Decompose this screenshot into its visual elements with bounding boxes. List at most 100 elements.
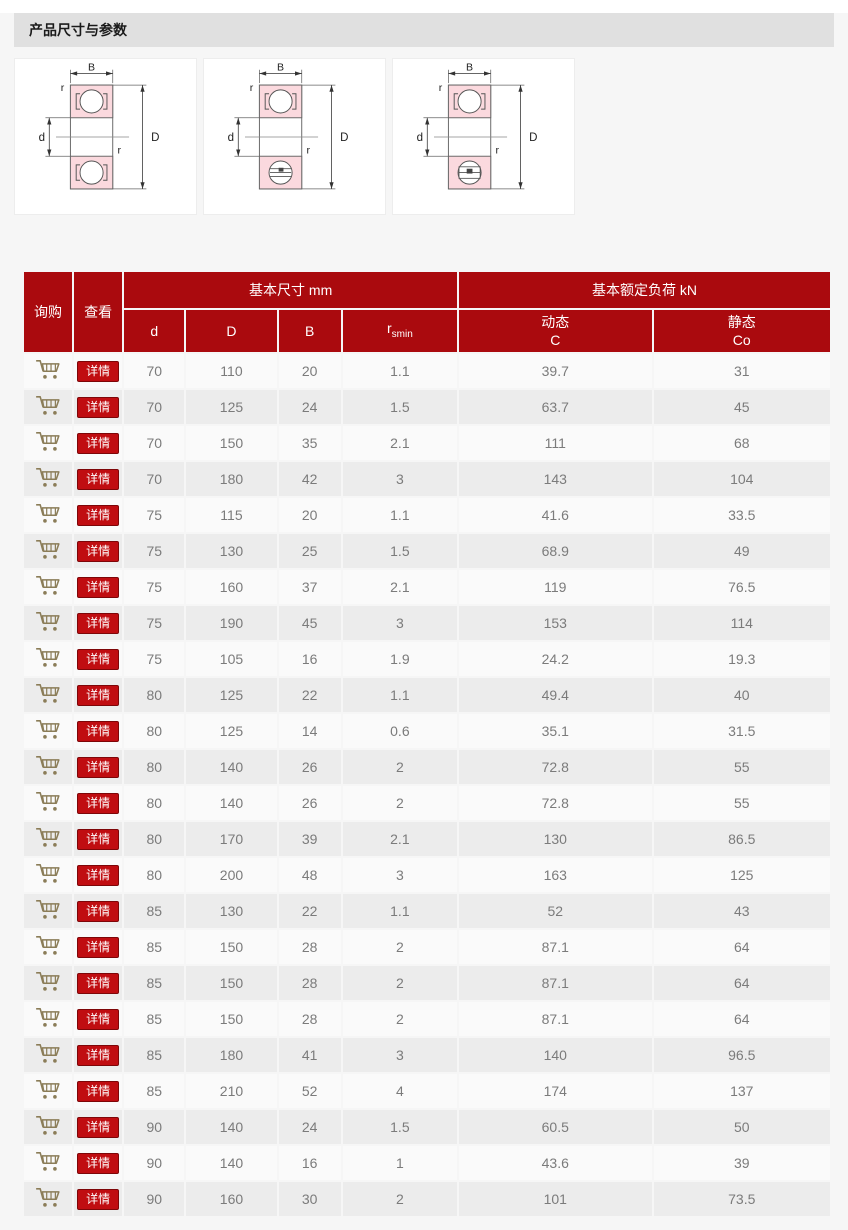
detail-button[interactable]: 详情 [77, 540, 120, 562]
detail-button[interactable]: 详情 [77, 684, 120, 706]
svg-text:d: d [227, 131, 233, 143]
cell-d: 70 [124, 390, 185, 424]
cell-view: 详情 [74, 498, 123, 532]
table-row: 详情 80 140 26 2 72.8 55 [24, 750, 830, 784]
cell-inquiry [24, 534, 73, 568]
cell-static-co: 104 [653, 462, 830, 496]
cell-view: 详情 [74, 930, 123, 964]
detail-button[interactable]: 详情 [77, 504, 120, 526]
detail-button[interactable]: 详情 [77, 1044, 120, 1066]
detail-button[interactable]: 详情 [77, 972, 120, 994]
cart-icon[interactable] [35, 790, 61, 813]
cart-icon[interactable] [35, 430, 61, 453]
detail-button[interactable]: 详情 [77, 1152, 120, 1174]
cell-dynamic-c: 163 [459, 858, 652, 892]
detail-button[interactable]: 详情 [77, 360, 120, 382]
cell-rsmin: 3 [342, 858, 458, 892]
cart-icon[interactable] [35, 574, 61, 597]
cell-view: 详情 [74, 1182, 123, 1216]
cell-static-co: 39 [653, 1146, 830, 1180]
cart-icon[interactable] [35, 1006, 61, 1029]
cart-icon[interactable] [35, 934, 61, 957]
cart-icon[interactable] [35, 610, 61, 633]
cart-icon[interactable] [35, 1042, 61, 1065]
cell-D: 140 [186, 1146, 277, 1180]
cell-d: 70 [124, 426, 185, 460]
cart-icon[interactable] [35, 970, 61, 993]
cart-icon[interactable] [35, 1114, 61, 1137]
cell-inquiry [24, 1038, 73, 1072]
cart-icon[interactable] [35, 358, 61, 381]
cell-B: 16 [278, 642, 341, 676]
detail-button[interactable]: 详情 [77, 396, 120, 418]
cart-icon[interactable] [35, 466, 61, 489]
cell-dynamic-c: 41.6 [459, 498, 652, 532]
table-row: 详情 85 210 52 4 174 137 [24, 1074, 830, 1108]
cell-rsmin: 0.6 [342, 714, 458, 748]
cell-inquiry [24, 786, 73, 820]
col-header-B: B [278, 310, 341, 352]
cell-static-co: 31.5 [653, 714, 830, 748]
cart-icon[interactable] [35, 898, 61, 921]
cell-B: 28 [278, 1002, 341, 1036]
cell-rsmin: 3 [342, 1038, 458, 1072]
detail-button[interactable]: 详情 [77, 792, 120, 814]
cell-rsmin: 2.1 [342, 426, 458, 460]
cart-icon[interactable] [35, 394, 61, 417]
cell-inquiry [24, 678, 73, 712]
cart-icon[interactable] [35, 718, 61, 741]
detail-button[interactable]: 详情 [77, 1116, 120, 1138]
detail-button[interactable]: 详情 [77, 720, 120, 742]
detail-button[interactable]: 详情 [77, 1008, 120, 1030]
detail-button[interactable]: 详情 [77, 612, 120, 634]
detail-button[interactable]: 详情 [77, 576, 120, 598]
detail-button[interactable]: 详情 [77, 648, 120, 670]
detail-button[interactable]: 详情 [77, 1080, 120, 1102]
group-header-load: 基本额定负荷 kN [459, 272, 830, 308]
cell-view: 详情 [74, 570, 123, 604]
cell-dynamic-c: 72.8 [459, 750, 652, 784]
cell-static-co: 86.5 [653, 822, 830, 856]
cell-B: 35 [278, 426, 341, 460]
detail-button[interactable]: 详情 [77, 756, 120, 778]
cell-inquiry [24, 858, 73, 892]
cell-B: 26 [278, 786, 341, 820]
cart-icon[interactable] [35, 1150, 61, 1173]
detail-button[interactable]: 详情 [77, 864, 120, 886]
cell-D: 180 [186, 1038, 277, 1072]
cell-d: 90 [124, 1110, 185, 1144]
cell-static-co: 49 [653, 534, 830, 568]
cart-icon[interactable] [35, 754, 61, 777]
cell-view: 详情 [74, 750, 123, 784]
cell-D: 150 [186, 930, 277, 964]
cell-rsmin: 3 [342, 462, 458, 496]
detail-button[interactable]: 详情 [77, 936, 120, 958]
cell-d: 80 [124, 750, 185, 784]
cart-icon[interactable] [35, 1078, 61, 1101]
detail-button[interactable]: 详情 [77, 1188, 120, 1210]
detail-button[interactable]: 详情 [77, 432, 120, 454]
cell-inquiry [24, 1146, 73, 1180]
cart-icon[interactable] [35, 538, 61, 561]
cell-view: 详情 [74, 642, 123, 676]
cell-d: 90 [124, 1182, 185, 1216]
detail-button[interactable]: 详情 [77, 828, 120, 850]
detail-button[interactable]: 详情 [77, 468, 120, 490]
bearing-diagram-open: B D d r r [14, 58, 197, 215]
cart-icon[interactable] [35, 502, 61, 525]
cell-rsmin: 3 [342, 606, 458, 640]
cell-B: 22 [278, 678, 341, 712]
svg-text:B: B [88, 62, 95, 74]
cell-D: 140 [186, 1110, 277, 1144]
cart-icon[interactable] [35, 1186, 61, 1209]
cart-icon[interactable] [35, 826, 61, 849]
detail-button[interactable]: 详情 [77, 900, 120, 922]
cell-dynamic-c: 68.9 [459, 534, 652, 568]
cart-icon[interactable] [35, 862, 61, 885]
cell-static-co: 73.5 [653, 1182, 830, 1216]
cart-icon[interactable] [35, 682, 61, 705]
cell-inquiry [24, 1110, 73, 1144]
cart-icon[interactable] [35, 646, 61, 669]
cell-static-co: 43 [653, 894, 830, 928]
cell-inquiry [24, 570, 73, 604]
